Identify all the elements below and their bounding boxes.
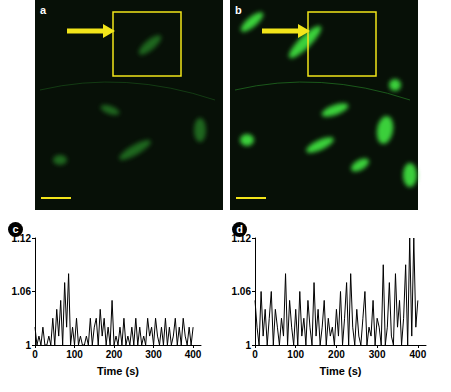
svg-text:400: 400: [410, 349, 427, 360]
svg-text:400: 400: [185, 349, 202, 360]
svg-text:0: 0: [252, 349, 258, 360]
svg-text:1: 1: [25, 340, 31, 351]
svg-text:1.12: 1.12: [11, 232, 31, 244]
svg-text:a: a: [40, 4, 47, 16]
svg-text:1: 1: [245, 340, 251, 351]
svg-text:1.12: 1.12: [231, 232, 251, 244]
svg-text:b: b: [235, 4, 242, 16]
svg-text:0: 0: [32, 349, 38, 360]
svg-text:100: 100: [66, 349, 83, 360]
svg-text:1.06: 1.06: [12, 286, 32, 297]
svg-text:Time (s): Time (s): [320, 365, 362, 377]
svg-text:Time (s): Time (s): [97, 365, 139, 377]
html-text:c: c: [12, 223, 19, 235]
svg-text:1.06: 1.06: [232, 286, 252, 297]
html-text:d: d: [236, 223, 243, 235]
svg-text:300: 300: [145, 349, 162, 360]
svg-text:200: 200: [328, 349, 345, 360]
svg-text:200: 200: [106, 349, 123, 360]
svg-text:300: 300: [369, 349, 386, 360]
svg-text:100: 100: [287, 349, 304, 360]
